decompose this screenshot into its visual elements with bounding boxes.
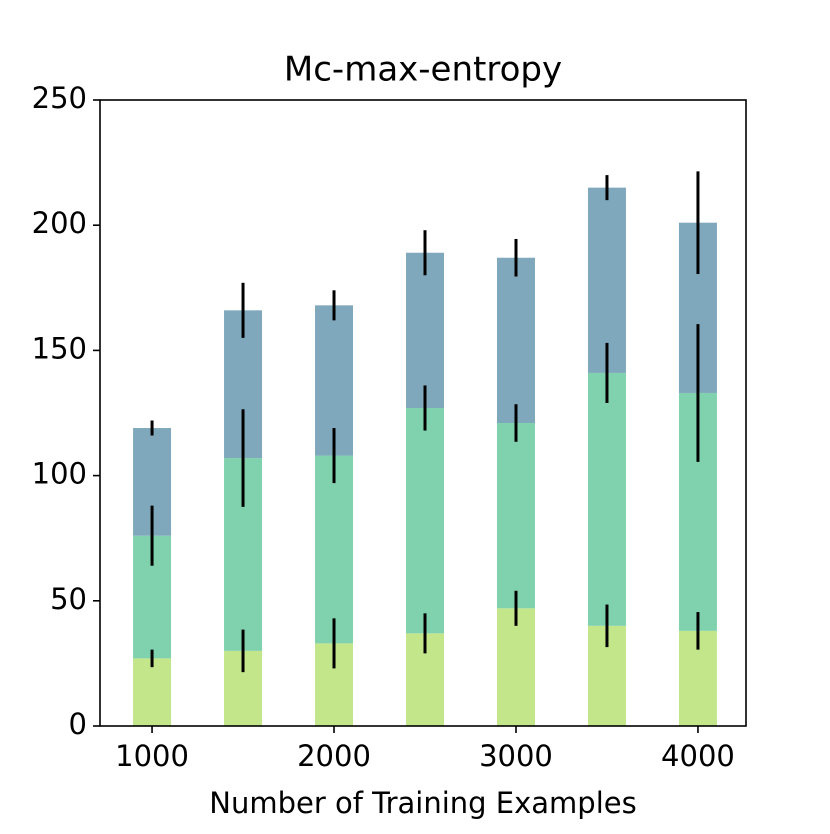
bar-segment — [587, 372, 626, 626]
y-tick-label: 150 — [32, 331, 87, 365]
bar-segment — [133, 658, 172, 726]
bar-segment — [496, 257, 535, 424]
bar-segment — [406, 252, 445, 408]
x-tick-label: 2000 — [297, 739, 371, 773]
bar-segment — [496, 423, 535, 609]
x-tick-label: 1000 — [115, 739, 189, 773]
bar-segment — [406, 407, 445, 634]
bar-segment — [587, 187, 626, 373]
x-axis-label: Number of Training Examples — [209, 786, 636, 820]
y-tick-label: 100 — [32, 457, 87, 491]
y-tick-label: 250 — [32, 81, 87, 115]
chart-title: Mc-max-entropy — [284, 50, 562, 90]
bar-segment — [496, 608, 535, 726]
x-tick-label: 3000 — [479, 739, 553, 773]
y-tick-label: 200 — [32, 206, 87, 240]
bar-segment — [315, 455, 354, 644]
x-tick-label: 4000 — [661, 739, 735, 773]
y-tick-label: 50 — [50, 582, 87, 616]
plot-frame — [99, 99, 747, 727]
y-tick-label: 0 — [69, 707, 87, 741]
